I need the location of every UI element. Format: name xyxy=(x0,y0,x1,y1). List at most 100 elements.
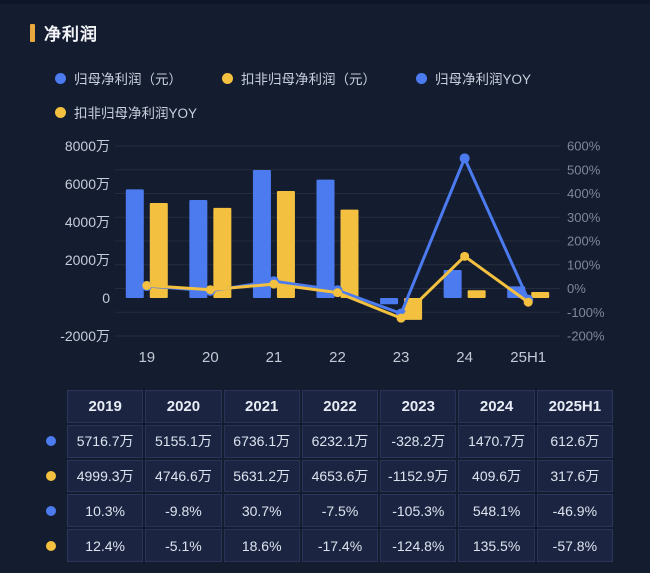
right-axis-tick-label: -100% xyxy=(567,305,605,320)
yoy-point-23-series1 xyxy=(396,313,406,323)
bar-24-series1 xyxy=(467,290,486,298)
page-title: 净利润 xyxy=(44,25,98,44)
right-axis-tick-label: -200% xyxy=(567,329,605,344)
table-header-cell: 2024 xyxy=(458,390,535,423)
series-dot-icon xyxy=(46,540,56,551)
right-axis-tick-label: 500% xyxy=(567,162,601,177)
table-cell-row3: -17.4% xyxy=(301,529,379,562)
bar-23-series0 xyxy=(380,298,399,305)
table-cell-row3: 135.5% xyxy=(458,529,535,562)
table-cell-row1: 317.6万 xyxy=(536,459,613,493)
legend-row: 归母净利润（元） 扣非归母净利润（元） 归母净利润YOY xyxy=(55,68,615,88)
top-edge-divider xyxy=(0,0,650,4)
financial-table: 2019 2020 2021 2022 2023 2024 2025H1 5716.7万 515… xyxy=(37,390,613,562)
x-axis-label: 25H1 xyxy=(510,349,546,366)
left-axis-tick-label: 6000万 xyxy=(65,176,110,192)
table-cell-row1: -1152.9万 xyxy=(380,459,457,493)
table-cell-row1: 4653.6万 xyxy=(301,459,379,493)
bar-21-series0 xyxy=(252,170,271,298)
table-cell-row3: -124.8% xyxy=(380,529,457,562)
table-cell-row2: 30.7% xyxy=(223,494,300,528)
legend-item-3[interactable]: 扣非归母净利润YOY xyxy=(55,102,197,122)
x-axis-label: 23 xyxy=(393,349,410,366)
section-header: 净利润 xyxy=(30,20,98,45)
yoy-point-20-series1 xyxy=(205,285,215,295)
table-header-cell: 2021 xyxy=(223,390,300,423)
table-cell-row1: 4746.6万 xyxy=(145,459,222,493)
series-dot-icon xyxy=(46,470,56,481)
table-cell-row3: 18.6% xyxy=(223,529,300,562)
table-cell-row3: -57.8% xyxy=(536,529,613,562)
x-axis-label: 22 xyxy=(329,349,346,366)
bar-22-series1 xyxy=(340,209,359,298)
right-axis-tick-label: 200% xyxy=(567,234,601,249)
legend-label: 扣非归母净利润YOY xyxy=(74,106,198,121)
table-series-marker-cell xyxy=(37,460,65,493)
legend-dot-icon xyxy=(55,72,66,84)
bar-21-series1 xyxy=(276,191,295,298)
yoy-point-21-series1 xyxy=(269,279,279,289)
yoy-point-24-series1 xyxy=(460,251,470,261)
table-cell-row3: 12.4% xyxy=(67,529,144,562)
table-cell-row0: 1470.7万 xyxy=(458,424,535,458)
bar-20-series0 xyxy=(189,200,208,298)
table-cell-row0: 5716.7万 xyxy=(67,424,144,458)
table-cell-row2: -7.5% xyxy=(301,494,379,528)
bar-19-series1 xyxy=(149,203,168,298)
right-axis-tick-label: 0% xyxy=(567,281,586,296)
chart-canvas: 8000万 6000万 4000万 2000万 0 -2000万 600% 500% 400% 3… xyxy=(60,138,605,366)
table-header-cell: 2025H1 xyxy=(536,390,613,423)
table-cell-row0: 5155.1万 xyxy=(145,424,222,458)
bar-24-series0 xyxy=(443,270,462,298)
table-cell-row1: 4999.3万 xyxy=(67,459,144,493)
table-series-marker-cell xyxy=(37,494,65,527)
table-cell-row3: -5.1% xyxy=(145,529,222,562)
yoy-point-22-series1 xyxy=(333,288,342,298)
table-cell-row2: -46.9% xyxy=(536,494,613,528)
x-axis-label: 21 xyxy=(266,349,283,366)
left-axis-tick-label: -2000万 xyxy=(60,328,110,344)
yoy-point-25H1-series1 xyxy=(523,297,533,307)
x-axis-label: 24 xyxy=(456,349,473,366)
table-cell-row1: 409.6万 xyxy=(458,459,535,493)
table-cell-row2: 548.1% xyxy=(458,494,535,528)
table-cell-row2: -9.8% xyxy=(145,494,222,528)
table-cell-row1: 5631.2万 xyxy=(223,459,300,493)
legend-item-1[interactable]: 扣非归母净利润（元） xyxy=(222,68,376,88)
title-accent-bar xyxy=(30,23,35,42)
legend-label: 扣非归母净利润（元） xyxy=(241,72,376,87)
series-dot-icon xyxy=(46,436,56,447)
table-cell-row0: -328.2万 xyxy=(380,424,457,458)
bar-20-series1 xyxy=(213,207,232,298)
table-series-marker-cell xyxy=(37,529,65,562)
left-axis-tick-label: 8000万 xyxy=(65,138,110,154)
table-header-cell: 2020 xyxy=(145,390,222,423)
series-dot-icon xyxy=(46,505,56,516)
legend-item-0[interactable]: 归母净利润（元） xyxy=(55,68,182,88)
combo-chart: 8000万 6000万 4000万 2000万 0 -2000万 600% 500% 400% 3… xyxy=(0,138,650,378)
legend-label: 归母净利润（元） xyxy=(74,72,182,87)
legend-dot-icon xyxy=(55,106,66,118)
legend-dot-icon xyxy=(416,72,427,84)
legend-row: 扣非归母净利润YOY xyxy=(55,102,615,122)
table-cell-row2: 10.3% xyxy=(67,494,144,528)
right-axis-tick-label: 300% xyxy=(567,210,601,225)
left-axis-tick-label: 4000万 xyxy=(65,214,110,230)
table-corner-cell xyxy=(37,390,65,423)
legend-dot-icon xyxy=(222,72,233,84)
bar-25H1-series1 xyxy=(531,291,550,298)
bar-22-series0 xyxy=(316,179,335,298)
x-axis-label: 20 xyxy=(202,349,219,366)
left-axis-tick-label: 0 xyxy=(102,290,110,306)
table-cell-row0: 6232.1万 xyxy=(301,424,379,458)
table-cell-row2: -105.3% xyxy=(380,494,457,528)
table-cell-row0: 6736.1万 xyxy=(223,424,300,458)
yoy-point-19-series1 xyxy=(142,281,152,291)
table-header-cell: 2023 xyxy=(380,390,457,423)
table-series-marker-cell xyxy=(37,425,65,458)
legend-item-2[interactable]: 归母净利润YOY xyxy=(416,68,531,88)
right-axis-tick-label: 100% xyxy=(567,257,601,272)
legend-label: 归母净利润YOY xyxy=(435,72,532,87)
right-axis-tick-label: 400% xyxy=(567,186,601,201)
yoy-point-24-series0 xyxy=(459,153,470,164)
